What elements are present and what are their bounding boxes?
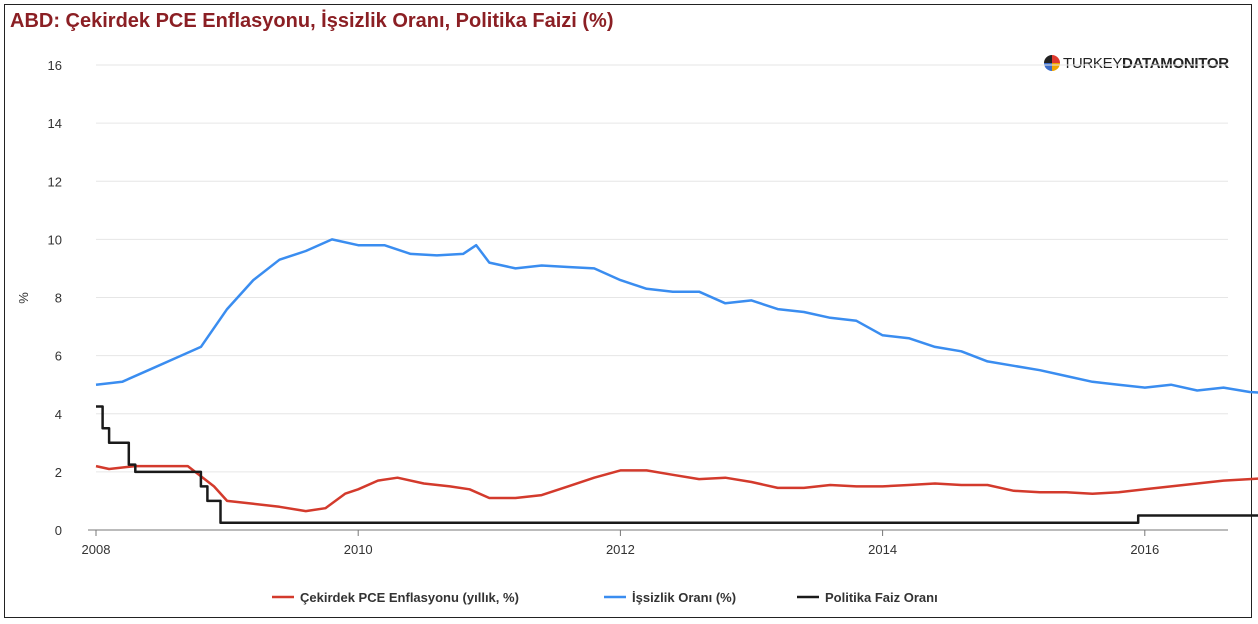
- y-tick-label: 2: [55, 465, 62, 480]
- y-tick-label: 6: [55, 349, 62, 364]
- x-axis-ticks: 200820102012201420162018202020222024: [82, 530, 1159, 557]
- x-tick-label: 2014: [868, 542, 897, 557]
- brand-icon: [1044, 55, 1060, 71]
- series-lines: [95, 238, 1258, 524]
- x-tick-label: 2012: [606, 542, 635, 557]
- x-tick-label: 2010: [344, 542, 373, 557]
- y-tick-label: 12: [48, 174, 62, 189]
- y-tick-label: 10: [48, 232, 62, 247]
- brand-text-b: DATAMONITOR: [1122, 54, 1229, 72]
- brand-logo: TURKEY DATAMONITOR: [1044, 54, 1229, 72]
- y-tick-label: 14: [48, 116, 62, 131]
- y-tick-label: 0: [55, 523, 62, 538]
- y-axis-ticks: 0 2 4 6 8 10 12 14 16: [48, 58, 62, 538]
- series-line-1: [95, 464, 1258, 513]
- chart-frame: [4, 4, 1252, 618]
- legend-label-1[interactable]: Çekirdek PCE Enflasyonu (yıllık, %): [300, 590, 519, 605]
- y-axis-label: %: [16, 292, 31, 304]
- grid-lines: [96, 64, 1228, 473]
- legend-label-3[interactable]: Politika Faiz Oranı: [825, 590, 938, 605]
- x-tick-label: 2016: [1130, 542, 1159, 557]
- y-tick-label: 8: [55, 291, 62, 306]
- legend: Çekirdek PCE Enflasyonu (yıllık, %) İşsiz…: [272, 590, 938, 605]
- x-tick-label: 2008: [82, 542, 111, 557]
- legend-label-2[interactable]: İşsizlik Oranı (%): [632, 590, 736, 605]
- y-tick-label: 16: [48, 58, 62, 73]
- y-tick-label: 4: [55, 407, 62, 422]
- series-line-2: [95, 238, 1258, 394]
- chart-title: ABD: Çekirdek PCE Enflasyonu, İşsizlik O…: [10, 10, 614, 32]
- series-line-3: [96, 405, 1258, 524]
- brand-text-a: TURKEY: [1063, 54, 1123, 72]
